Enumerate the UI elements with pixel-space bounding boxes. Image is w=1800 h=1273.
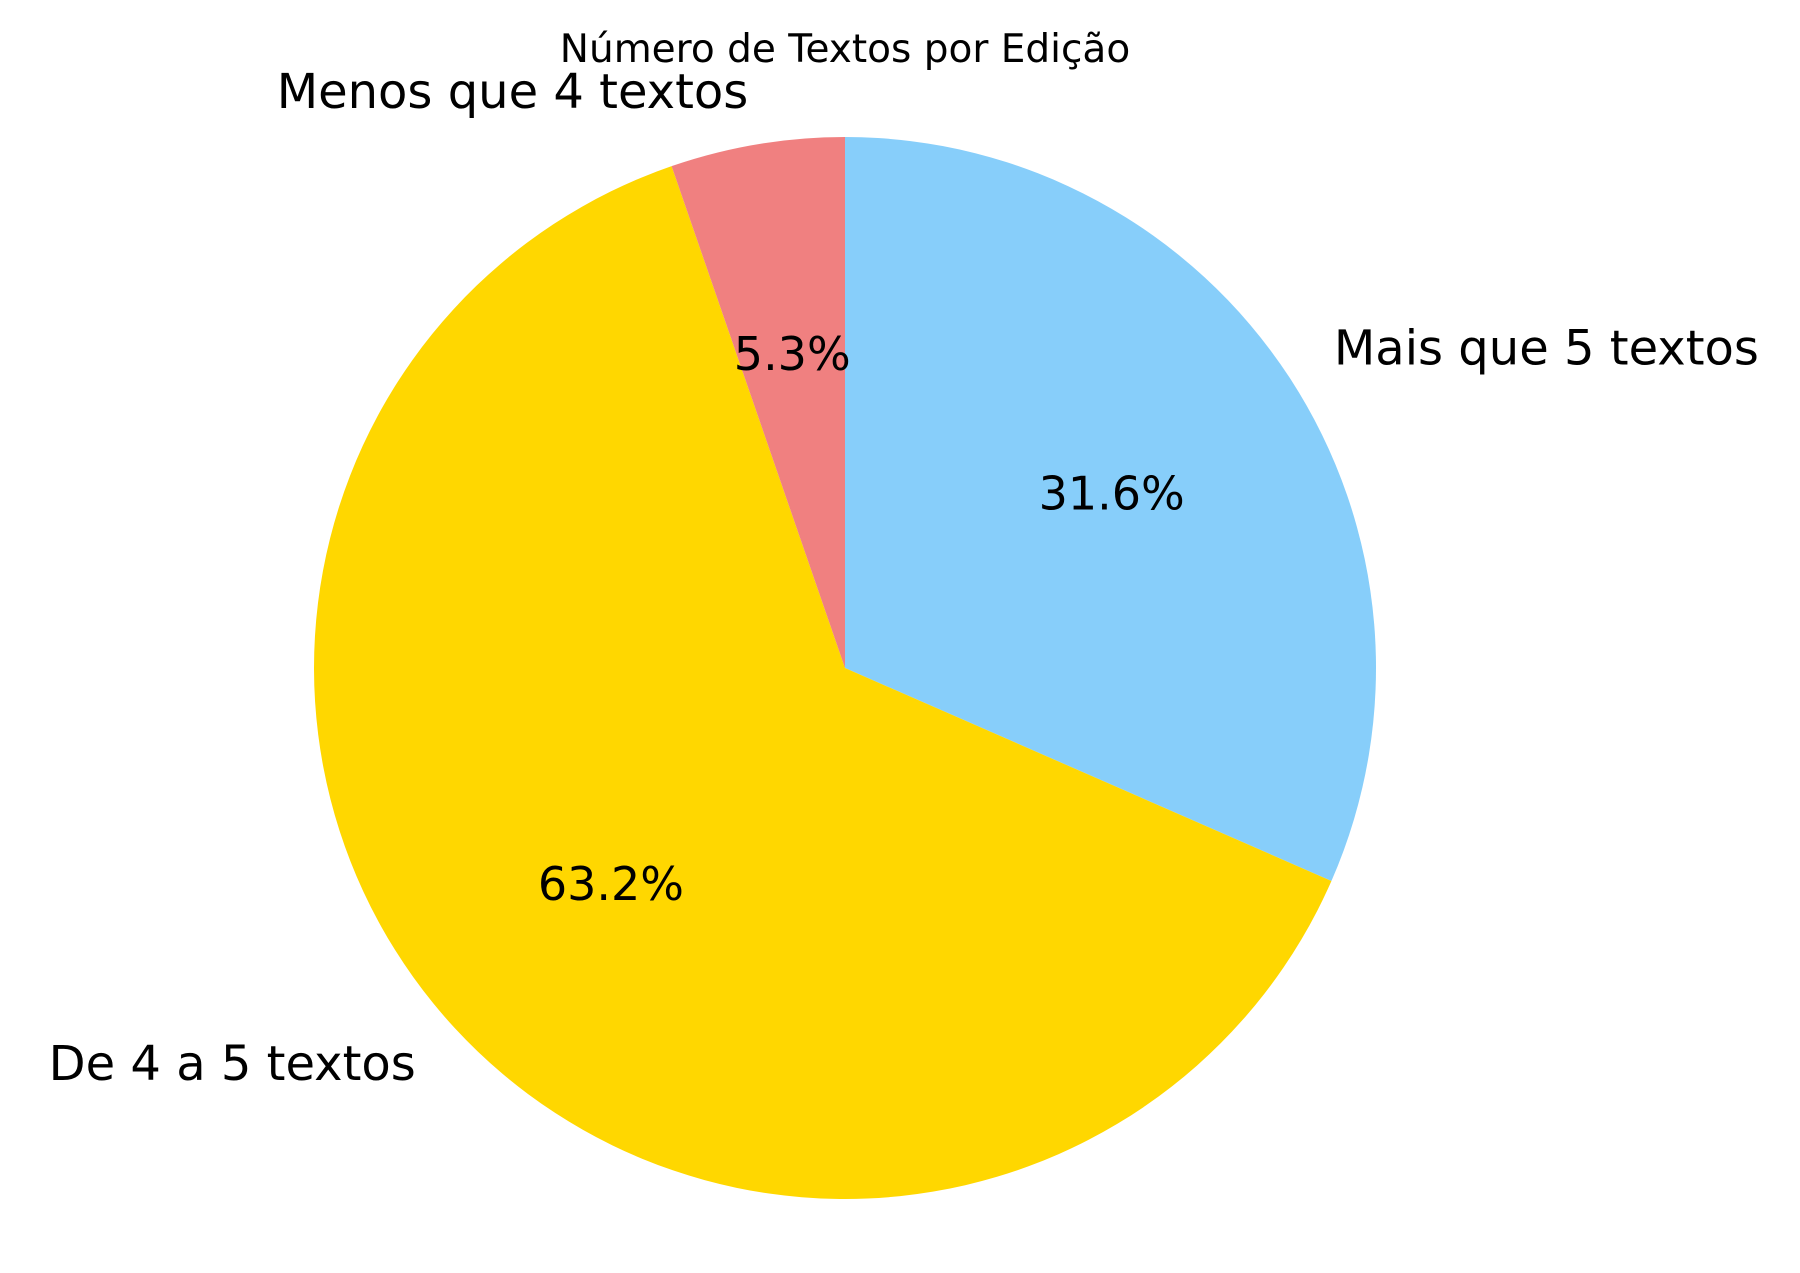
slice-label: De 4 a 5 textos [49,1036,416,1092]
pie-slice [671,137,845,668]
percent-label: 31.6% [1039,467,1185,521]
percent-label: 5.3% [734,327,851,381]
pie-slice [845,137,1377,881]
pie-slice [313,166,1332,1200]
chart-title: Número de Textos por Edição [560,27,1130,72]
slice-label: Mais que 5 textos [1334,320,1759,376]
slice-labels: Mais que 5 textos De 4 a 5 textos Menos qu… [49,64,1759,1092]
pie-slices [313,137,1377,1200]
slice-label: Menos que 4 textos [277,64,749,120]
percent-label: 63.2% [538,857,684,911]
percent-labels: 31.6% 63.2% 5.3% [538,327,1185,911]
